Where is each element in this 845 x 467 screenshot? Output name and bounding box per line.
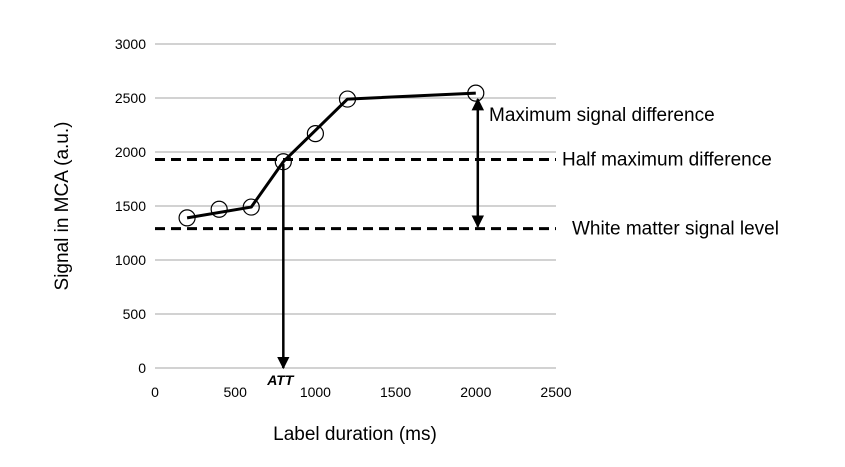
annotations: Maximum signal difference ATT	[266, 97, 715, 388]
x-tick-label: 2000	[460, 384, 491, 400]
fit-line	[186, 91, 476, 220]
data-point	[242, 198, 260, 216]
data-point	[338, 90, 357, 108]
reference-lines: Half maximum difference White matter sign…	[155, 150, 779, 240]
x-tick-label: 2500	[540, 384, 571, 400]
y-tick-label: 3000	[115, 36, 146, 52]
reference-line-label: White matter signal level	[572, 219, 779, 240]
y-tick-label: 2500	[115, 90, 146, 106]
y-axis-title: Signal in MCA (a.u.)	[52, 122, 73, 291]
y-tick-label: 2000	[115, 144, 146, 160]
x-tick-label: 500	[224, 384, 248, 400]
x-tick-label: 1500	[380, 384, 411, 400]
reference-line-label: Half maximum difference	[562, 150, 772, 171]
tick-labels: 0 500 1000 1500 2000 2500 3000 0 500 1000 1500 2000…	[115, 36, 572, 400]
att-label: ATT	[266, 372, 295, 388]
x-axis-title: Label duration (ms)	[273, 424, 437, 445]
y-tick-label: 500	[123, 306, 147, 322]
data-point	[306, 125, 324, 143]
data-point	[210, 200, 228, 218]
y-tick-label: 1000	[115, 252, 146, 268]
x-tick-label: 1000	[300, 384, 331, 400]
max-signal-label: Maximum signal difference	[489, 105, 715, 126]
gridlines	[155, 43, 556, 369]
x-tick-label: 0	[151, 384, 159, 400]
y-tick-label: 0	[138, 360, 146, 376]
data-point	[178, 209, 196, 227]
y-tick-label: 1500	[115, 198, 146, 214]
series-layer	[178, 84, 485, 227]
